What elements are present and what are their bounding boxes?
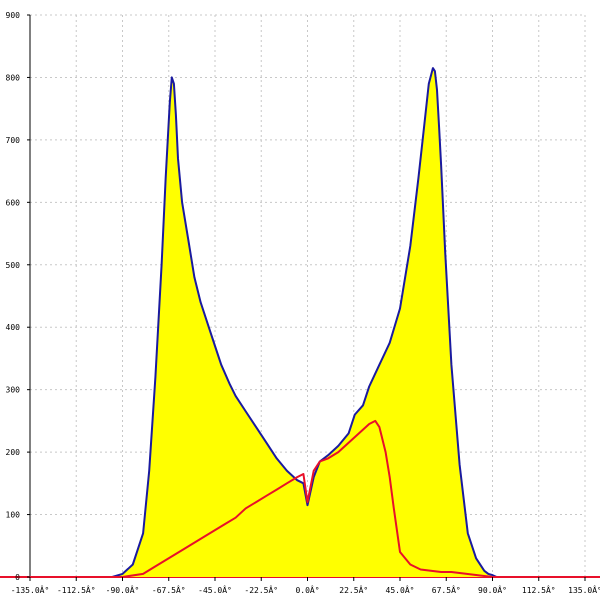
x-tick-label: 90.0Â° [478, 584, 507, 595]
x-tick-label: 0.0Â° [295, 584, 319, 595]
y-tick-label: 300 [6, 386, 21, 395]
x-axis-ticks: -135.0Â° -112.5Â° -90.0Â° -67.5Â° -45.0Â° -22… [11, 577, 600, 595]
x-tick-label: 45.0Â° [386, 584, 415, 595]
series-area-fill [30, 68, 585, 577]
x-tick-label: 135.0Â° [568, 584, 600, 595]
series-line [30, 419, 585, 578]
x-tick-label: 22.5Â° [339, 584, 368, 595]
y-tick-label: 800 [6, 73, 21, 82]
x-tick-label: -67.5Â° [152, 584, 186, 595]
x-tick-label: -135.0Â° [11, 584, 50, 595]
series-area-outline [30, 67, 585, 578]
x-tick-label: -22.5Â° [244, 584, 278, 595]
y-axis-ticks: 0 100 200 300 400 500 600 700 800 900 [6, 11, 30, 582]
y-tick-label: 200 [6, 448, 21, 457]
y-tick-label: 500 [6, 261, 21, 270]
y-tick-label: 400 [6, 323, 21, 332]
series-layer [30, 67, 585, 578]
y-tick-label: 100 [6, 511, 21, 520]
x-tick-label: 112.5Â° [522, 584, 556, 595]
y-tick-label: 600 [6, 198, 21, 207]
x-tick-label: -90.0Â° [106, 584, 140, 595]
y-tick-label: 0 [15, 573, 20, 582]
x-tick-label: 67.5Â° [432, 584, 461, 595]
x-tick-label: -45.0Â° [198, 584, 232, 595]
x-tick-label: -112.5Â° [57, 584, 96, 595]
grid [30, 14, 586, 577]
y-tick-label: 900 [6, 11, 21, 20]
y-tick-label: 700 [6, 136, 21, 145]
